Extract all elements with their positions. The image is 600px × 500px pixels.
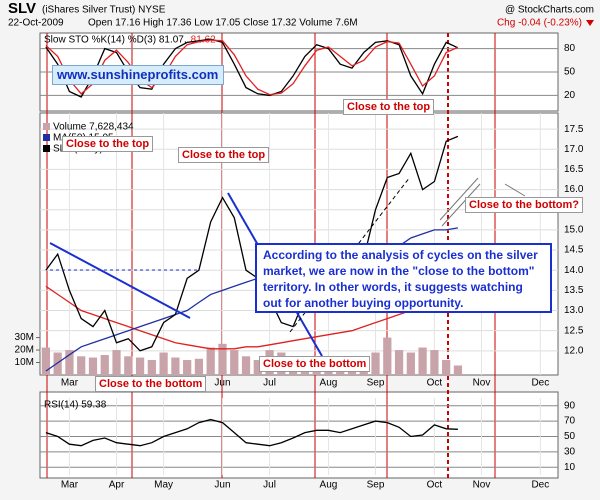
volume-bar [100, 355, 109, 375]
volume-bar [383, 337, 392, 375]
y-tick-label: 90 [564, 400, 576, 411]
y-tick-label: 12.5 [564, 325, 584, 336]
volume-bar [135, 357, 145, 375]
note: Close to the bottom? [465, 197, 583, 213]
volume-bar [418, 347, 427, 375]
volume-bar [41, 347, 51, 375]
volume-bar [453, 365, 463, 375]
y-tick-label: 16.5 [564, 164, 584, 175]
volume-bar [147, 360, 156, 375]
panel-title: Slow STO %K(14) %D(3) 81.07, [44, 35, 187, 46]
down-arrow [586, 20, 594, 26]
x-tick-label: Nov [473, 378, 491, 389]
volume-bar [442, 360, 451, 375]
y-tick-label: 13.5 [564, 285, 584, 296]
source: @ StockCharts.com [505, 5, 594, 16]
note: Close to the top [62, 136, 154, 152]
volume-bar [194, 358, 204, 375]
note: Close to the bottom [95, 376, 207, 392]
x-tick-label: Sep [367, 480, 385, 491]
y-tick-label: 50 [564, 431, 576, 442]
y-tick-label: 14.0 [564, 265, 584, 276]
y-tick-label: 70 [564, 416, 576, 427]
volume-bar [371, 352, 380, 375]
y-tick-label: 17.5 [564, 124, 584, 135]
volume-bar [65, 350, 74, 375]
symbol: SLV [8, 0, 36, 17]
y-tick-label: 12.0 [564, 345, 584, 356]
panel-title: RSI(14) 59.38 [44, 400, 107, 411]
x-tick-label: Jul [263, 378, 276, 389]
series-line [45, 39, 459, 96]
legend-swatch [43, 145, 50, 152]
volume-bar [112, 350, 121, 375]
y2-tick-label: 10M [15, 357, 34, 368]
x-tick-label: Oct [427, 378, 443, 389]
volume-bar [124, 356, 133, 375]
y2-tick-label: 30M [15, 332, 34, 343]
note: Close to the top [178, 147, 270, 163]
x-tick-label: Sep [367, 378, 385, 389]
volume-bar [241, 356, 251, 375]
x-tick-label: Jun [214, 480, 230, 491]
volume-bar [183, 360, 192, 375]
y-tick-label: 16.0 [564, 184, 584, 195]
y-tick-label: 80 [564, 43, 576, 54]
y-tick-label: 14.5 [564, 245, 584, 256]
series-line [45, 285, 459, 350]
series-line [45, 418, 458, 447]
series-line [45, 135, 459, 352]
volume-bar [171, 357, 180, 375]
y-tick-label: 10 [564, 462, 576, 473]
marks: 12.012.513.013.514.014.515.015.516.016.5… [15, 35, 584, 491]
date: 22-Oct-2009 [8, 18, 64, 29]
x-tick-label: Mar [61, 480, 79, 491]
website: www.sunshineprofits.com [52, 65, 224, 85]
legend-swatch [43, 134, 50, 141]
x-tick-label: Apr [109, 480, 125, 491]
x-tick-label: Aug [320, 378, 338, 389]
volume-bar [206, 347, 215, 375]
note: Close to the bottom [259, 356, 371, 372]
y-tick-label: 15.0 [564, 225, 584, 236]
x-tick-label: Nov [473, 480, 491, 491]
volume-bar [88, 357, 98, 375]
note: Close to the top [343, 99, 435, 115]
y-tick-label: 30 [564, 447, 576, 458]
volume-bar [253, 360, 262, 375]
volume-bar [406, 352, 415, 375]
volume-bar [218, 343, 227, 375]
volume-bar [394, 350, 404, 375]
quote: Open 17.16 High 17.36 Low 17.05 Close 17… [88, 18, 358, 29]
y-tick-label: 20 [564, 90, 576, 101]
change: Chg -0.04 (-0.23%) [497, 18, 582, 29]
y-tick-label: 50 [564, 67, 576, 78]
x-tick-label: Oct [427, 480, 443, 491]
x-tick-label: Dec [531, 378, 549, 389]
security-name: (iShares Silver Trust) NYSE [42, 5, 166, 16]
volume-bar [230, 350, 239, 375]
volume-bar [77, 356, 86, 375]
x-tick-label: Jul [263, 480, 276, 491]
legend-swatch [43, 123, 50, 130]
volume-bar [430, 350, 439, 375]
y2-tick-label: 20M [15, 345, 34, 356]
x-tick-label: Mar [61, 378, 79, 389]
analysis: According to the analysis of cycles on t… [255, 243, 552, 313]
x-tick-label: May [154, 480, 173, 491]
x-tick-label: Dec [531, 480, 549, 491]
volume-bar [159, 352, 168, 375]
legend-label: Volume 7,628,434 [53, 122, 134, 133]
x-tick-label: Aug [320, 480, 338, 491]
y-tick-label: 17.0 [564, 144, 584, 155]
volume-bar [53, 352, 62, 375]
y-tick-label: 13.0 [564, 305, 584, 316]
x-tick-label: Jun [214, 378, 230, 389]
